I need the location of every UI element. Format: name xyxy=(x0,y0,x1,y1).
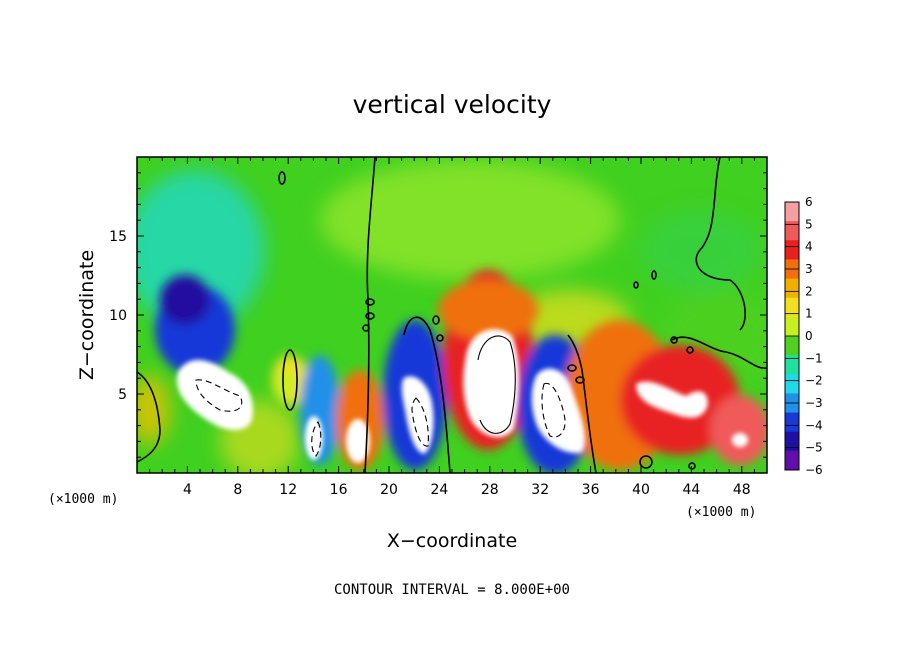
chart-title: vertical velocity xyxy=(353,90,552,119)
x-tick-label: 20 xyxy=(380,482,398,498)
x-axis-label: X−coordinate xyxy=(387,530,517,552)
updraft-core-3 xyxy=(636,381,708,418)
x-axis-ticks: 4 8 12 16 20 24 28 32 36 40 44 48 xyxy=(149,157,755,498)
colorbar-tick-label: 4 xyxy=(805,240,813,254)
colorbar-swatch xyxy=(785,412,799,433)
colorbar-swatch xyxy=(785,297,799,318)
zero-contours xyxy=(137,157,767,473)
colorbar-tick-label: −2 xyxy=(805,374,823,388)
downdraft-core-3 xyxy=(401,376,434,454)
x-tick-label: 4 xyxy=(183,482,192,498)
field-core-layer xyxy=(176,329,748,463)
colorbar-swatch xyxy=(785,221,799,241)
colorbar-tick-label: −1 xyxy=(805,351,823,365)
colorbar-tick-label: −3 xyxy=(805,396,823,410)
colorbar-tick-label: 6 xyxy=(805,195,813,209)
colorbar-tick-label: 2 xyxy=(805,284,813,298)
velocity-field xyxy=(137,157,767,473)
colorbar-tick-label: 1 xyxy=(805,307,813,321)
downdraft-core-1 xyxy=(176,359,253,430)
colorbar-swatch xyxy=(785,355,799,375)
x-tick-label: 32 xyxy=(531,482,549,498)
updraft-core-2 xyxy=(463,329,519,438)
x-tick-label: 36 xyxy=(582,482,600,498)
colorbar-tick-label: −5 xyxy=(805,441,823,455)
colorbar-swatch xyxy=(785,240,799,260)
x-tick-label: 8 xyxy=(233,482,242,498)
colorbar-swatch xyxy=(785,202,799,222)
x-tick-label: 12 xyxy=(279,482,297,498)
y-axis-ticks: 5 10 15 xyxy=(109,172,767,458)
colorbar-swatch xyxy=(785,431,799,452)
x-tick-label: 24 xyxy=(430,482,448,498)
updraft-core-1 xyxy=(346,419,370,463)
x-tick-label: 28 xyxy=(481,482,499,498)
colorbar: 6 5 4 3 2 1 0 −1 −2 −3 −4 −5 −6 xyxy=(784,195,823,477)
y-tick-label: 15 xyxy=(109,229,127,245)
colorbar-tick-label: 0 xyxy=(805,329,813,343)
y-tick-label: 10 xyxy=(109,308,127,324)
y-tick-label: 5 xyxy=(118,387,127,403)
colorbar-tick-label: 5 xyxy=(805,217,813,231)
x-tick-label: 44 xyxy=(682,482,700,498)
colorbar-tick-label: −6 xyxy=(805,463,823,477)
colorbar-swatch xyxy=(785,450,799,471)
x-tick-label: 16 xyxy=(330,482,348,498)
colorbar-swatch xyxy=(785,278,799,299)
contour-interval-note: CONTOUR INTERVAL = 8.000E+00 xyxy=(334,582,570,598)
downdraft-core-4 xyxy=(531,368,585,453)
colorbar-swatch xyxy=(785,336,799,356)
core-contours xyxy=(195,335,566,457)
y-axis-label: Z−coordinate xyxy=(76,250,98,380)
updraft-core-4 xyxy=(732,433,748,447)
colorbar-tick-label: −4 xyxy=(805,418,823,432)
x-tick-label: 48 xyxy=(733,482,751,498)
colorbar-swatch xyxy=(785,374,799,394)
colorbar-tick-label: 3 xyxy=(805,262,813,276)
x-axis-unit-left: (×1000 m) xyxy=(48,492,118,507)
x-axis-unit-right: (×1000 m) xyxy=(686,505,756,520)
colorbar-swatch xyxy=(785,316,799,337)
x-tick-label: 40 xyxy=(632,482,650,498)
downdraft-core-2 xyxy=(305,416,323,460)
